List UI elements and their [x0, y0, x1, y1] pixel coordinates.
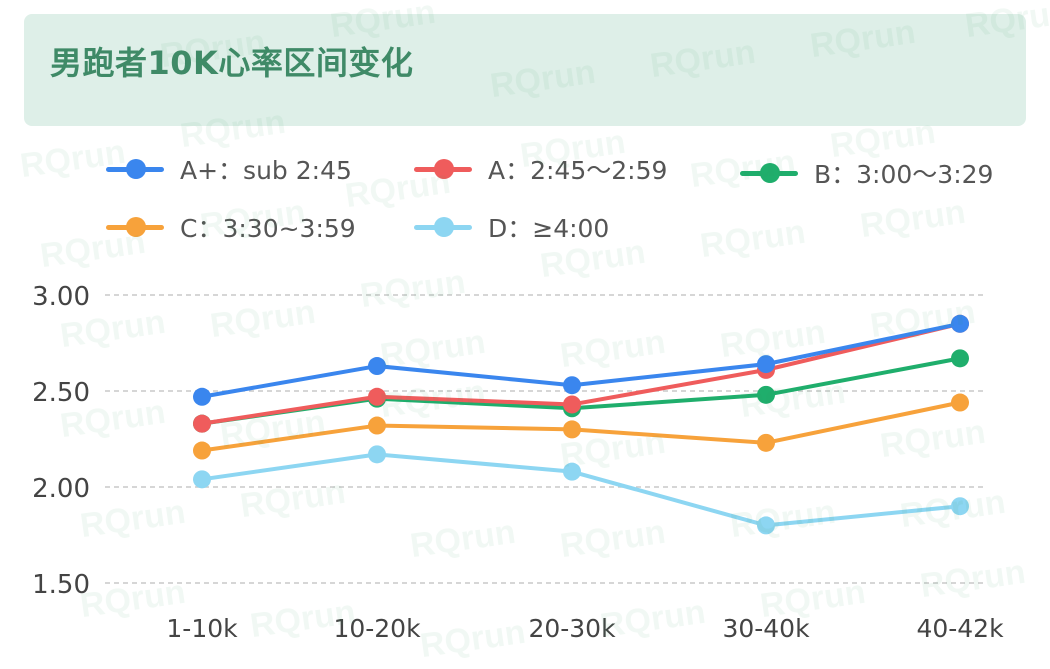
x-tick-label: 10-20k [333, 614, 421, 643]
x-axis-ticks: 1-10k 10-20k 20-30k 30-40k 40-42k [166, 614, 1004, 643]
y-tick-label: 1.50 [32, 570, 90, 600]
data-point[interactable] [563, 462, 581, 481]
series-line [201, 452, 961, 528]
data-point[interactable] [368, 357, 386, 376]
data-point[interactable] [193, 441, 211, 460]
title-banner [24, 14, 1026, 126]
x-tick-label: 1-10k [166, 614, 238, 643]
y-tick-label: 3.00 [32, 282, 90, 312]
y-tick-label: 2.50 [32, 378, 90, 408]
y-axis-ticks: 3.00 2.50 2.00 1.50 [32, 282, 90, 600]
x-tick-label: 20-30k [528, 614, 616, 643]
data-point[interactable] [563, 420, 581, 439]
x-tick-label: 40-42k [916, 614, 1004, 643]
data-point[interactable] [757, 433, 775, 452]
x-tick-label: 30-40k [722, 614, 810, 643]
data-point[interactable] [193, 470, 211, 489]
grid-lines [105, 294, 985, 584]
data-point[interactable] [757, 385, 775, 404]
data-point[interactable] [757, 355, 775, 374]
data-point[interactable] [951, 349, 969, 368]
data-point[interactable] [368, 387, 386, 406]
data-point[interactable] [193, 387, 211, 406]
series-line [201, 400, 961, 453]
data-point[interactable] [951, 393, 969, 412]
data-point[interactable] [563, 376, 581, 395]
data-point[interactable] [951, 497, 969, 516]
data-point[interactable] [951, 314, 969, 333]
data-point[interactable] [757, 516, 775, 535]
series-line [201, 321, 961, 399]
chart-title: 男跑者10K心率区间变化 [50, 44, 414, 82]
data-point[interactable] [368, 416, 386, 435]
data-point[interactable] [193, 414, 211, 433]
series-lines [193, 314, 969, 535]
y-tick-label: 2.00 [32, 474, 90, 504]
data-point[interactable] [368, 445, 386, 464]
data-point[interactable] [563, 395, 581, 414]
